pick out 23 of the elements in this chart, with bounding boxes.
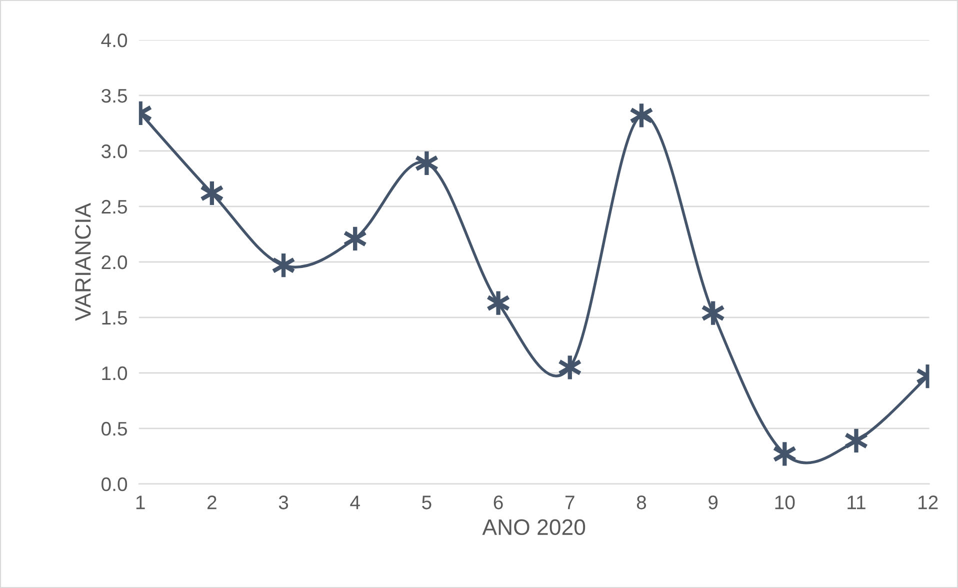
y-axis-title: VARIANCIA bbox=[75, 202, 91, 321]
y-tick-label: 4.0 bbox=[101, 33, 128, 48]
y-tick-label: 3.0 bbox=[102, 144, 128, 158]
y-tick-label: 3.5 bbox=[102, 88, 127, 103]
y-tick-label: 2.0 bbox=[102, 255, 128, 270]
y-tick-label: 0.0 bbox=[102, 477, 128, 492]
y-tick-label: 0.5 bbox=[102, 422, 127, 436]
y-tick-label: 1.0 bbox=[102, 366, 128, 380]
x-axis-title: ANO 2020 bbox=[482, 519, 586, 536]
x-tick-label: 6 bbox=[494, 496, 503, 510]
x-tick-label: 1 bbox=[136, 496, 145, 510]
x-tick-label: 2 bbox=[208, 496, 216, 510]
x-tick-label: 10 bbox=[775, 496, 795, 510]
x-tick-label: 11 bbox=[848, 496, 866, 510]
x-tick-label: 9 bbox=[708, 496, 718, 510]
x-tick-label: 4 bbox=[350, 496, 360, 510]
x-tick-label: 7 bbox=[565, 496, 574, 510]
x-tick-label: 5 bbox=[422, 496, 432, 510]
x-tick-label: 12 bbox=[918, 496, 938, 510]
y-tick-label: 1.5 bbox=[102, 311, 127, 325]
y-tick-label: 2.5 bbox=[102, 200, 127, 214]
x-tick-label: 3 bbox=[278, 496, 288, 510]
x-tick-label: 8 bbox=[636, 496, 646, 510]
